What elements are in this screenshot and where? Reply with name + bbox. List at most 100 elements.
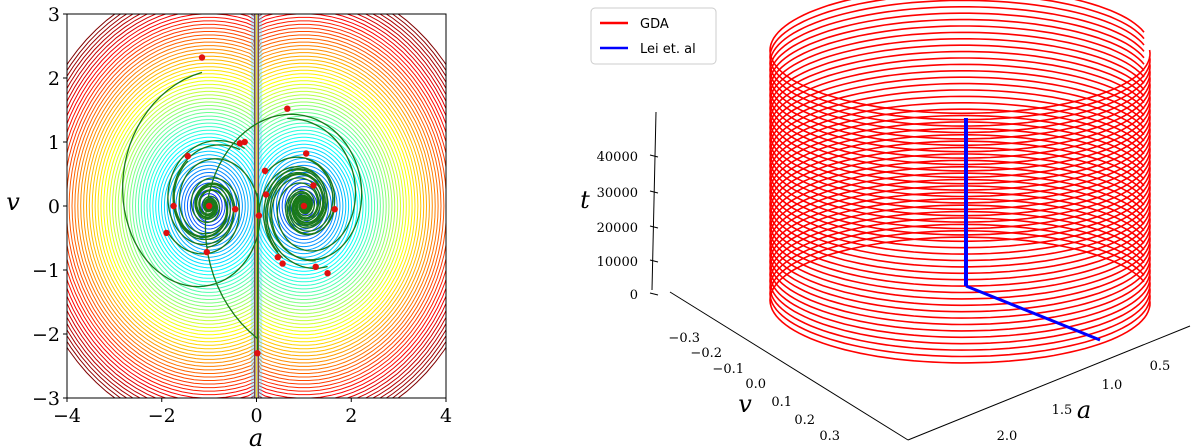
initial-point bbox=[203, 248, 210, 256]
initial-point bbox=[312, 263, 319, 270]
initial-point bbox=[184, 152, 191, 160]
a-axis-line bbox=[907, 325, 1191, 441]
contour-line bbox=[160, 147, 256, 265]
t-tick-mark bbox=[649, 154, 659, 158]
t-tick-label: 40000 bbox=[597, 150, 638, 165]
gda-loop bbox=[769, 108, 1151, 236]
x-tick-label: 0 bbox=[250, 405, 262, 427]
gda-loop bbox=[769, 38, 1151, 166]
y-tick-label: 3 bbox=[48, 4, 60, 26]
gda-loop bbox=[769, 223, 1151, 351]
t-tick-label: 20000 bbox=[597, 221, 638, 236]
initial-point bbox=[255, 212, 263, 219]
gda-loop bbox=[769, 102, 1151, 230]
a-tick-label: 2.0 bbox=[997, 429, 1018, 444]
contour-line bbox=[120, 97, 256, 315]
t-tick-mark bbox=[649, 190, 659, 194]
gda-loop bbox=[769, 76, 1151, 204]
gda-loop bbox=[769, 230, 1151, 358]
gda-loop bbox=[769, 153, 1151, 281]
contour-line bbox=[163, 150, 255, 262]
y-tick-label: −2 bbox=[32, 324, 60, 346]
gda-loop bbox=[769, 204, 1151, 332]
x-tick-label: −2 bbox=[148, 405, 176, 427]
gda-loop bbox=[769, 146, 1151, 275]
gda-loop bbox=[769, 0, 1151, 121]
trajectory bbox=[263, 168, 329, 259]
initial-point bbox=[205, 202, 213, 210]
legend-label-lei: Lei et. al bbox=[640, 42, 696, 57]
t-tick-label: 30000 bbox=[597, 186, 638, 201]
initial-point bbox=[198, 54, 206, 61]
y-axis-label: v bbox=[6, 188, 20, 216]
contour-line bbox=[143, 126, 256, 286]
gda-loop bbox=[769, 140, 1151, 268]
gda-loop bbox=[769, 185, 1151, 313]
contour-plot: −4 −2 0 2 4 −3 −2 −1 0 1 2 3 a v bbox=[6, 4, 452, 448]
contour-line bbox=[257, 59, 425, 353]
contour-line bbox=[158, 143, 256, 269]
left-ticks: −4 −2 0 2 4 −3 −2 −1 0 1 2 3 bbox=[32, 4, 452, 427]
initial-point bbox=[232, 206, 239, 213]
gda-loop bbox=[769, 166, 1151, 294]
contour-line bbox=[155, 140, 256, 272]
gda-loop bbox=[769, 89, 1151, 217]
contour-line bbox=[129, 108, 256, 304]
v-tick-label: 0.2 bbox=[794, 413, 815, 428]
y-tick-label: −3 bbox=[32, 388, 60, 410]
contour-line bbox=[126, 105, 256, 307]
initial-point bbox=[262, 191, 270, 198]
trajectory bbox=[165, 177, 240, 255]
gda-loop bbox=[769, 114, 1151, 243]
initial-point bbox=[324, 270, 331, 277]
gda-loop bbox=[769, 82, 1151, 211]
x-axis-label: a bbox=[249, 424, 263, 448]
lei-trajectory bbox=[964, 118, 1101, 342]
gda-helix bbox=[769, 0, 1151, 364]
initial-point bbox=[331, 206, 338, 213]
initial-point bbox=[310, 182, 317, 189]
initial-point bbox=[261, 167, 269, 174]
gda-loop bbox=[769, 31, 1151, 159]
initial-point bbox=[236, 140, 244, 147]
gda-loop bbox=[769, 50, 1151, 179]
contour-line bbox=[152, 136, 256, 276]
t-tick-mark bbox=[649, 259, 659, 263]
gda-loop bbox=[769, 12, 1151, 140]
a-tick-label: 1.5 bbox=[1052, 403, 1073, 418]
t-tick-label: 0 bbox=[630, 288, 638, 303]
gda-loop bbox=[769, 191, 1151, 319]
initial-point bbox=[254, 350, 261, 357]
gda-loop bbox=[769, 178, 1151, 307]
contour-line bbox=[169, 157, 249, 255]
gda-loop bbox=[769, 57, 1151, 185]
gda-loop bbox=[769, 198, 1151, 326]
trajectory bbox=[266, 173, 328, 269]
gda-loop bbox=[769, 70, 1151, 198]
legend-label-gda: GDA bbox=[640, 17, 669, 32]
initial-point bbox=[284, 105, 291, 112]
a-tick-label: 1.0 bbox=[1102, 378, 1123, 393]
t-axis-label: t bbox=[580, 186, 590, 214]
v-tick-label: −0.2 bbox=[690, 346, 722, 361]
x-tick-label: 4 bbox=[440, 405, 452, 427]
gda-loop bbox=[769, 127, 1151, 255]
v-tick-label: −0.3 bbox=[668, 331, 700, 346]
a-axis-label: a bbox=[1077, 396, 1091, 424]
legend: GDA Lei et. al bbox=[590, 7, 717, 65]
gda-loop bbox=[769, 95, 1151, 223]
contour-line bbox=[134, 115, 256, 297]
gda-loop bbox=[769, 159, 1151, 287]
gda-loop bbox=[769, 236, 1151, 364]
initial-point bbox=[300, 202, 308, 210]
contour-line bbox=[137, 119, 256, 293]
gda-loop bbox=[769, 18, 1151, 147]
gda-loop bbox=[769, 172, 1151, 300]
v-tick-label: −0.1 bbox=[712, 362, 744, 377]
initial-point bbox=[279, 260, 286, 267]
initial-point bbox=[241, 138, 248, 146]
v-tick-label: 0.1 bbox=[771, 395, 792, 410]
lei-initial bbox=[965, 284, 1101, 342]
initial-point bbox=[170, 202, 177, 210]
trajectory bbox=[204, 113, 363, 339]
